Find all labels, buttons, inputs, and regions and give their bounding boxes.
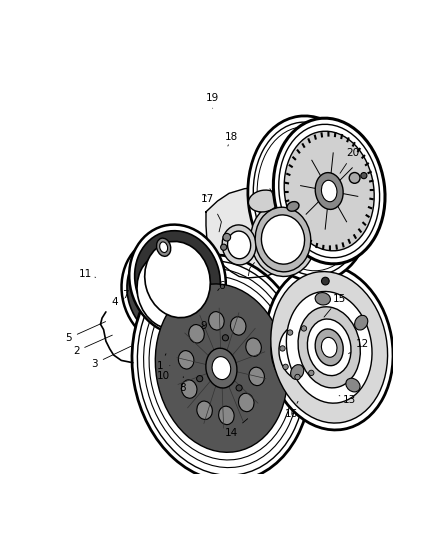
Ellipse shape [227,231,251,259]
Ellipse shape [298,307,360,388]
Ellipse shape [315,173,343,209]
Ellipse shape [315,293,330,305]
Text: 16: 16 [285,401,299,418]
Text: 4: 4 [112,297,124,307]
Circle shape [197,376,203,382]
Circle shape [301,326,307,331]
Ellipse shape [249,367,265,385]
Circle shape [295,374,300,379]
Ellipse shape [160,242,168,253]
Text: 12: 12 [349,339,369,354]
Circle shape [287,330,293,335]
Text: 9: 9 [200,321,207,331]
Ellipse shape [321,337,337,357]
Text: 3: 3 [91,346,131,368]
Ellipse shape [346,378,360,392]
Text: 13: 13 [339,394,356,405]
Ellipse shape [178,351,194,369]
Ellipse shape [230,317,246,335]
Ellipse shape [321,180,337,201]
Text: 6: 6 [218,281,224,292]
Circle shape [280,346,285,351]
Ellipse shape [208,312,224,330]
Circle shape [223,335,229,341]
Circle shape [313,336,318,341]
Circle shape [349,173,360,183]
Ellipse shape [132,255,311,481]
Text: 5: 5 [65,321,106,343]
Text: 17: 17 [201,193,214,204]
Ellipse shape [197,401,212,419]
Ellipse shape [181,380,197,398]
Circle shape [309,370,314,376]
Text: 10: 10 [157,366,170,381]
Ellipse shape [155,284,287,453]
Ellipse shape [137,253,203,329]
Circle shape [361,173,367,179]
Ellipse shape [189,325,204,343]
Ellipse shape [222,225,256,265]
Circle shape [325,325,334,334]
Ellipse shape [121,236,218,346]
Ellipse shape [145,241,210,318]
Text: 14: 14 [225,419,247,438]
Ellipse shape [287,201,299,211]
Ellipse shape [315,329,343,366]
Ellipse shape [134,231,220,328]
Ellipse shape [212,357,231,379]
Circle shape [223,233,231,241]
Text: 7: 7 [122,289,128,300]
Ellipse shape [261,215,304,264]
Ellipse shape [129,224,226,335]
Ellipse shape [273,118,385,264]
Ellipse shape [279,325,322,380]
Ellipse shape [239,393,254,411]
Text: 18: 18 [225,132,239,146]
Ellipse shape [286,292,372,403]
Ellipse shape [284,131,374,251]
Ellipse shape [251,203,315,277]
Ellipse shape [271,314,330,391]
Ellipse shape [265,265,393,430]
Circle shape [283,364,288,369]
Circle shape [316,354,321,360]
Ellipse shape [127,243,213,340]
Ellipse shape [248,190,279,212]
Ellipse shape [206,348,237,388]
Ellipse shape [307,319,351,376]
Circle shape [321,277,329,285]
Text: 20: 20 [340,148,360,173]
Ellipse shape [255,207,311,272]
Circle shape [236,385,242,391]
Polygon shape [206,187,308,278]
Ellipse shape [290,365,304,379]
Ellipse shape [219,406,234,425]
Ellipse shape [248,116,372,281]
Text: 11: 11 [79,269,95,279]
Ellipse shape [271,272,388,423]
Text: 8: 8 [179,377,186,393]
Ellipse shape [246,338,261,357]
Text: 19: 19 [206,93,219,108]
Text: 15: 15 [324,294,346,317]
Circle shape [221,244,227,251]
Text: 1: 1 [157,354,166,370]
Text: 2: 2 [73,335,112,356]
Ellipse shape [156,238,171,256]
Ellipse shape [355,316,368,330]
